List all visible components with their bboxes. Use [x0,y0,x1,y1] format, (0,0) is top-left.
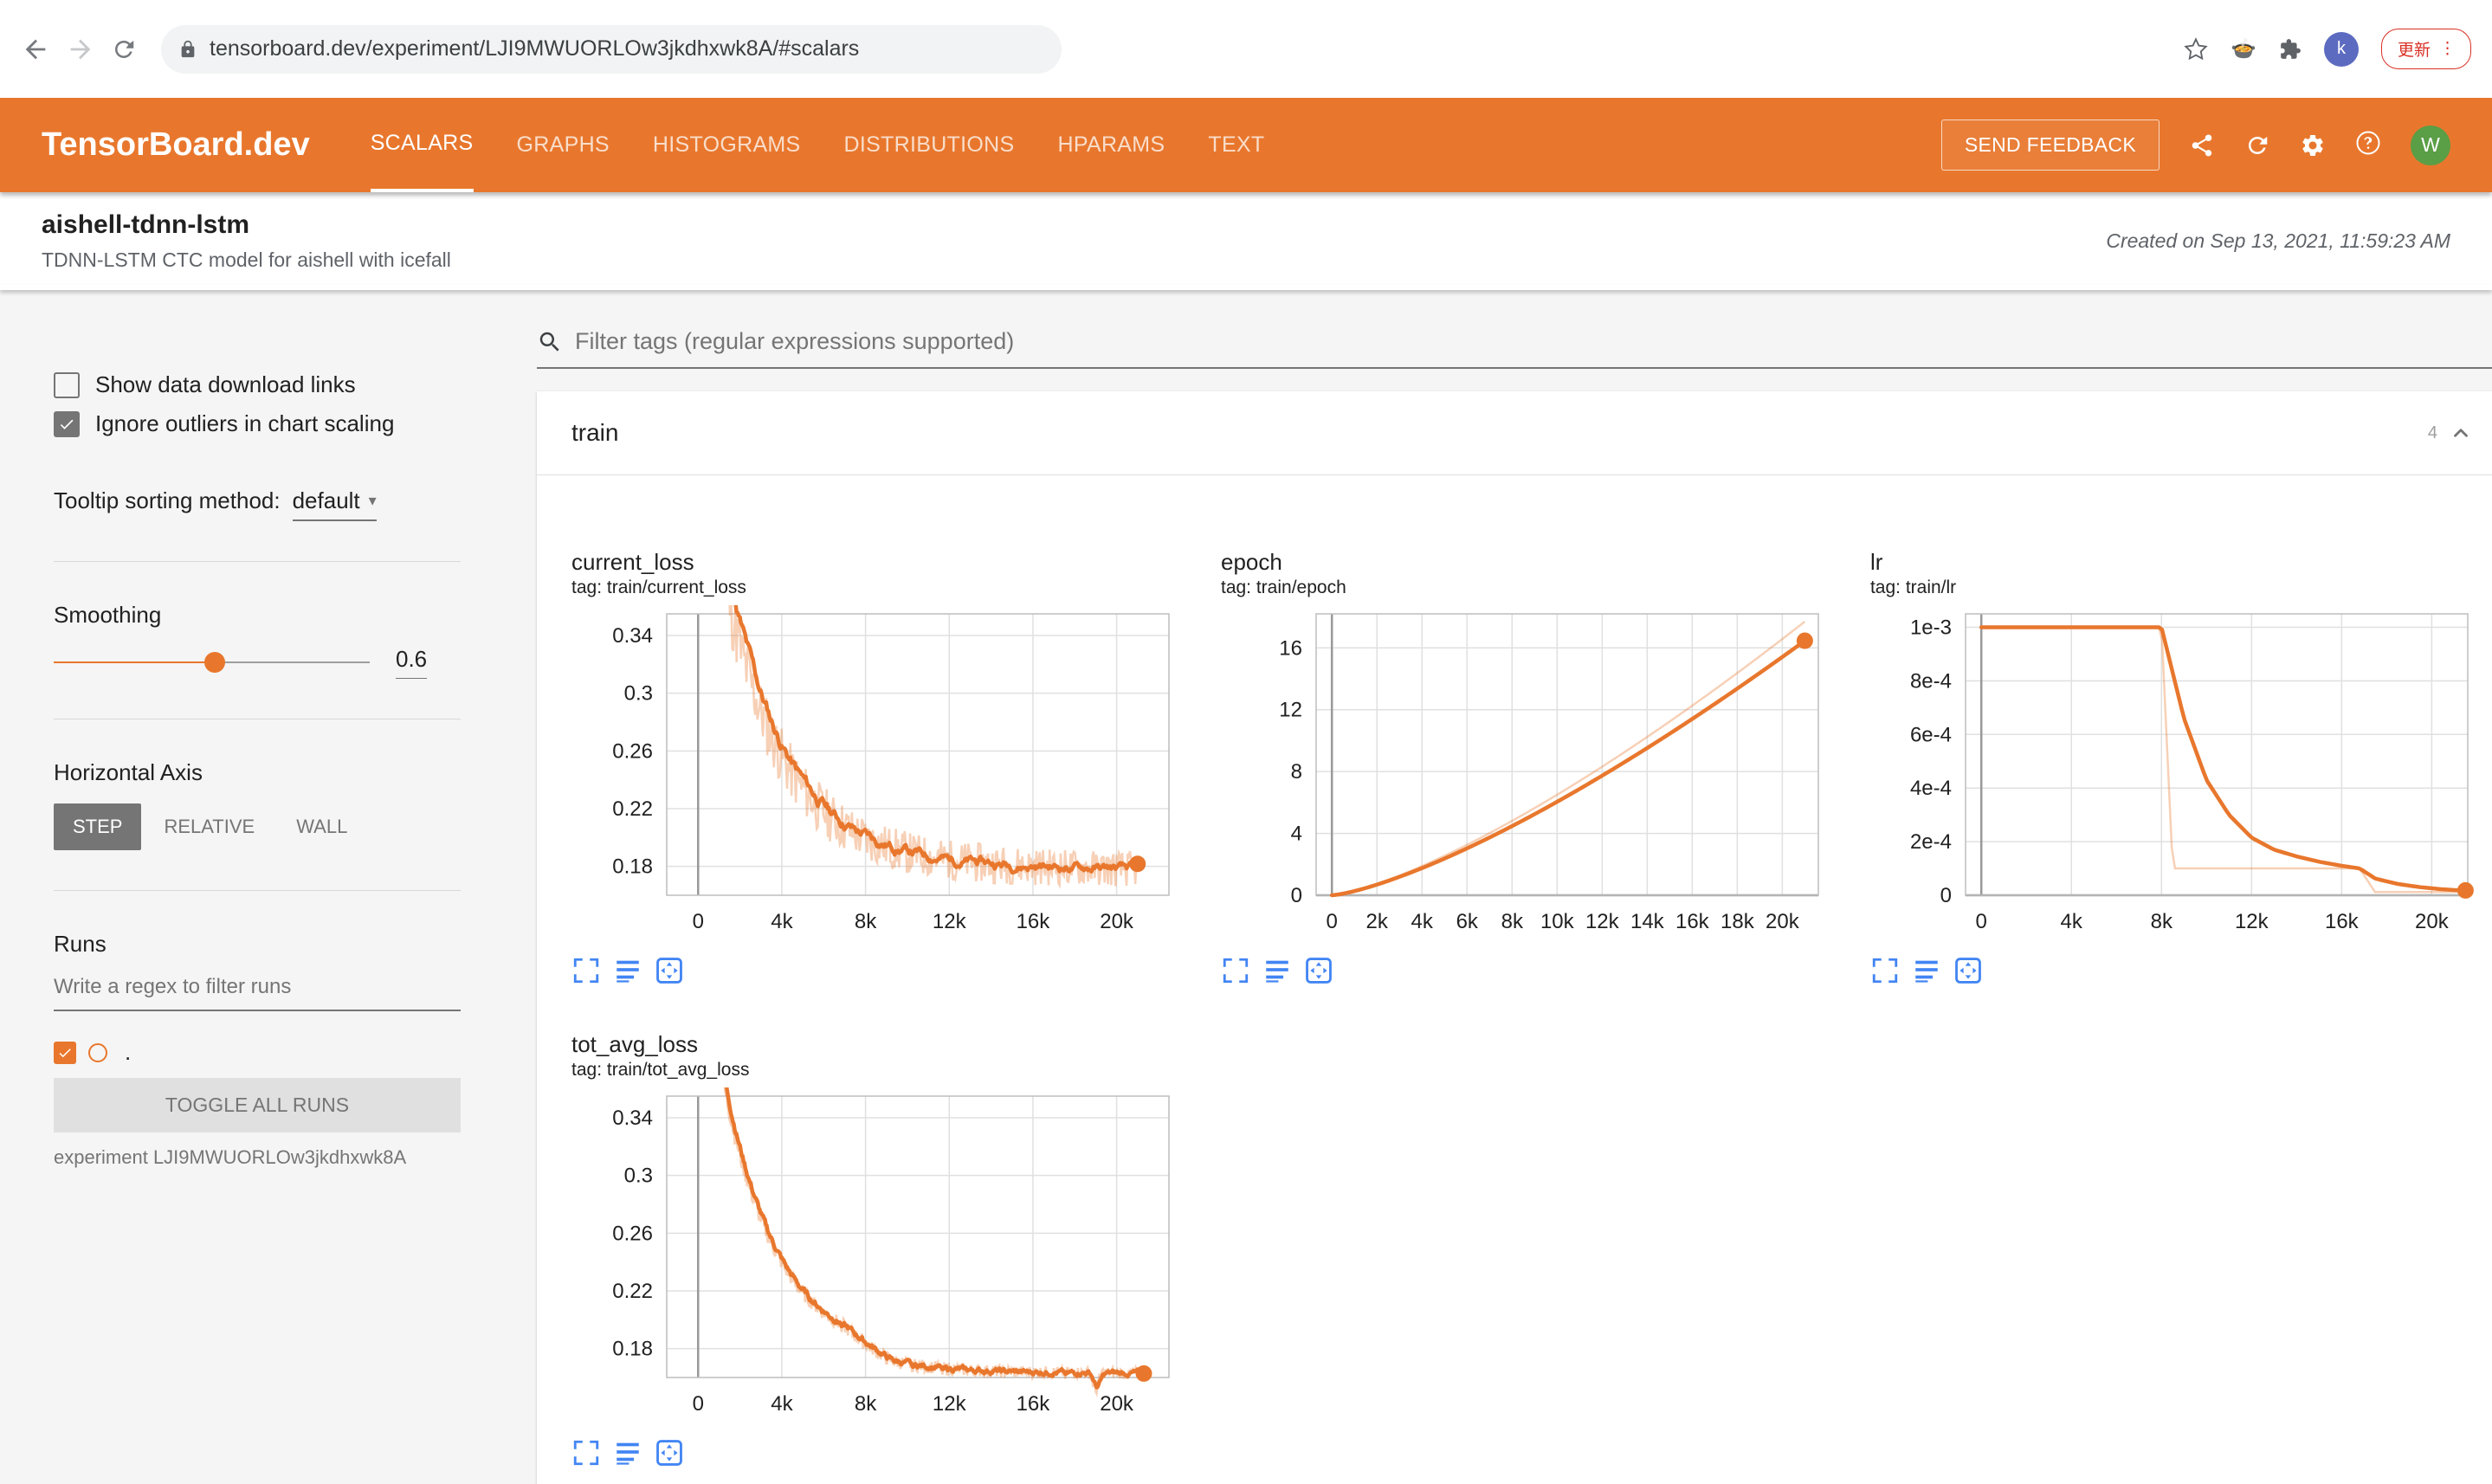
svg-text:8: 8 [1291,760,1302,784]
svg-text:0.18: 0.18 [612,855,653,879]
svg-text:0: 0 [693,1392,704,1416]
svg-text:8k: 8k [855,1392,877,1416]
svg-text:4: 4 [1291,823,1302,846]
svg-text:0.3: 0.3 [624,1165,653,1188]
svg-text:0.26: 0.26 [612,739,653,763]
svg-text:18k: 18k [1721,910,1755,933]
svg-text:1e-3: 1e-3 [1910,616,1952,639]
svg-text:2e-4: 2e-4 [1910,830,1952,854]
svg-text:16k: 16k [1675,910,1710,933]
svg-text:4k: 4k [771,910,793,933]
svg-text:0.34: 0.34 [612,1107,653,1130]
svg-text:12k: 12k [933,910,967,933]
svg-text:0.18: 0.18 [612,1338,653,1361]
svg-text:4k: 4k [1411,910,1434,933]
svg-text:12k: 12k [2235,910,2269,933]
svg-text:16k: 16k [1017,1392,1051,1416]
svg-text:0: 0 [1975,910,1986,933]
svg-text:8e-4: 8e-4 [1910,669,1952,693]
svg-text:4e-4: 4e-4 [1910,777,1952,800]
svg-text:14k: 14k [1630,910,1665,933]
svg-text:0: 0 [1291,884,1302,907]
svg-text:4k: 4k [771,1392,793,1416]
svg-text:6e-4: 6e-4 [1910,723,1952,746]
svg-text:12k: 12k [1585,910,1620,933]
svg-text:0.3: 0.3 [624,682,653,706]
svg-text:8k: 8k [2151,910,2173,933]
svg-text:0: 0 [1940,884,1952,907]
svg-text:20k: 20k [1766,910,1800,933]
svg-text:12: 12 [1279,699,1302,722]
svg-text:0.22: 0.22 [612,1280,653,1303]
svg-text:2k: 2k [1366,910,1389,933]
svg-text:12k: 12k [933,1392,967,1416]
svg-text:16k: 16k [1017,910,1051,933]
svg-text:4k: 4k [2061,910,2083,933]
svg-text:16: 16 [1279,636,1302,660]
svg-text:0.22: 0.22 [612,797,653,821]
svg-text:0: 0 [693,910,704,933]
svg-text:0.26: 0.26 [612,1222,653,1245]
svg-text:10k: 10k [1540,910,1575,933]
svg-text:20k: 20k [1100,1392,1134,1416]
svg-text:20k: 20k [1100,910,1134,933]
svg-text:8k: 8k [1501,910,1524,933]
svg-text:6k: 6k [1456,910,1479,933]
svg-text:16k: 16k [2325,910,2360,933]
svg-text:20k: 20k [2415,910,2450,933]
svg-text:0.34: 0.34 [612,624,653,648]
svg-text:0: 0 [1327,910,1338,933]
svg-text:8k: 8k [855,910,877,933]
